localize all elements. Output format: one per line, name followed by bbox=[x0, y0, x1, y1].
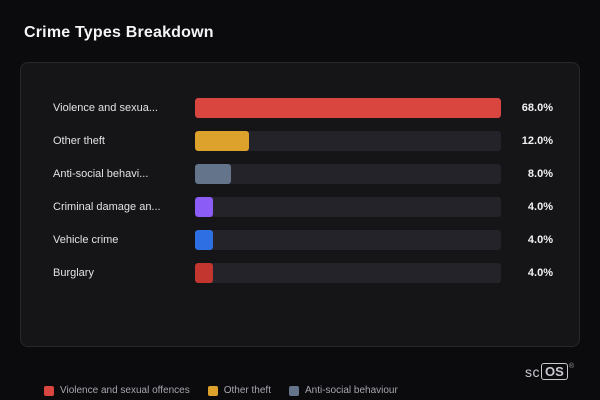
bar-value: 68.0% bbox=[521, 101, 553, 114]
scos-logo: sc OS ® bbox=[525, 363, 574, 380]
legend-item[interactable]: Other theft bbox=[207, 385, 271, 396]
scos-logo-prefix: sc bbox=[525, 363, 541, 380]
bar-label: Violence and sexua... bbox=[53, 101, 158, 114]
chart-card: Violence and sexua... 68.0% Other theft 12.… bbox=[20, 62, 580, 347]
legend-label: Other theft bbox=[223, 385, 271, 396]
legend-item[interactable]: Anti-social behaviour bbox=[288, 385, 398, 396]
bar-label: Burglary bbox=[53, 266, 94, 279]
legend-label: Anti-social behaviour bbox=[304, 385, 398, 396]
bar-fill bbox=[195, 262, 213, 283]
bar-track bbox=[195, 262, 501, 283]
registered-trademark-icon: ® bbox=[568, 363, 574, 370]
bar-value: 4.0% bbox=[527, 266, 553, 279]
chart-row: Criminal damage an... 4.0% bbox=[53, 190, 553, 223]
bar-label: Criminal damage an... bbox=[53, 200, 161, 213]
legend-swatch-icon bbox=[44, 385, 54, 396]
legend-swatch-icon bbox=[207, 385, 218, 396]
bar-track bbox=[195, 229, 501, 250]
legend-swatch-icon bbox=[288, 385, 299, 396]
bar-track bbox=[195, 196, 501, 217]
bar-track bbox=[195, 163, 501, 184]
chart-legend: Violence and sexual offences Other theft A… bbox=[44, 385, 398, 396]
bar-value: 4.0% bbox=[527, 233, 553, 246]
chart-row: Other theft 12.0% bbox=[53, 124, 553, 157]
legend-item[interactable]: Violence and sexual offences bbox=[44, 385, 190, 396]
bar-value: 8.0% bbox=[527, 167, 553, 180]
scos-logo-box: OS bbox=[541, 363, 568, 380]
bar-value: 12.0% bbox=[521, 134, 553, 147]
bar-fill bbox=[195, 196, 213, 217]
chart-row: Vehicle crime 4.0% bbox=[53, 223, 553, 256]
legend-label: Violence and sexual offences bbox=[60, 385, 190, 396]
chart-row: Burglary 4.0% bbox=[53, 256, 553, 289]
bar-label: Vehicle crime bbox=[53, 233, 119, 246]
bar-fill bbox=[195, 97, 501, 118]
page-title: Crime Types Breakdown bbox=[24, 24, 214, 41]
bar-fill bbox=[195, 163, 231, 184]
bar-fill bbox=[195, 229, 213, 250]
bar-label: Other theft bbox=[53, 134, 105, 147]
bar-track bbox=[195, 130, 501, 151]
bar-chart: Violence and sexua... 68.0% Other theft 12.… bbox=[53, 91, 553, 289]
bar-fill bbox=[195, 130, 249, 151]
bar-value: 4.0% bbox=[527, 200, 553, 213]
bar-label: Anti-social behavi... bbox=[53, 167, 149, 180]
chart-row: Anti-social behavi... 8.0% bbox=[53, 157, 553, 190]
chart-row: Violence and sexua... 68.0% bbox=[53, 91, 553, 124]
bar-track bbox=[195, 97, 501, 118]
